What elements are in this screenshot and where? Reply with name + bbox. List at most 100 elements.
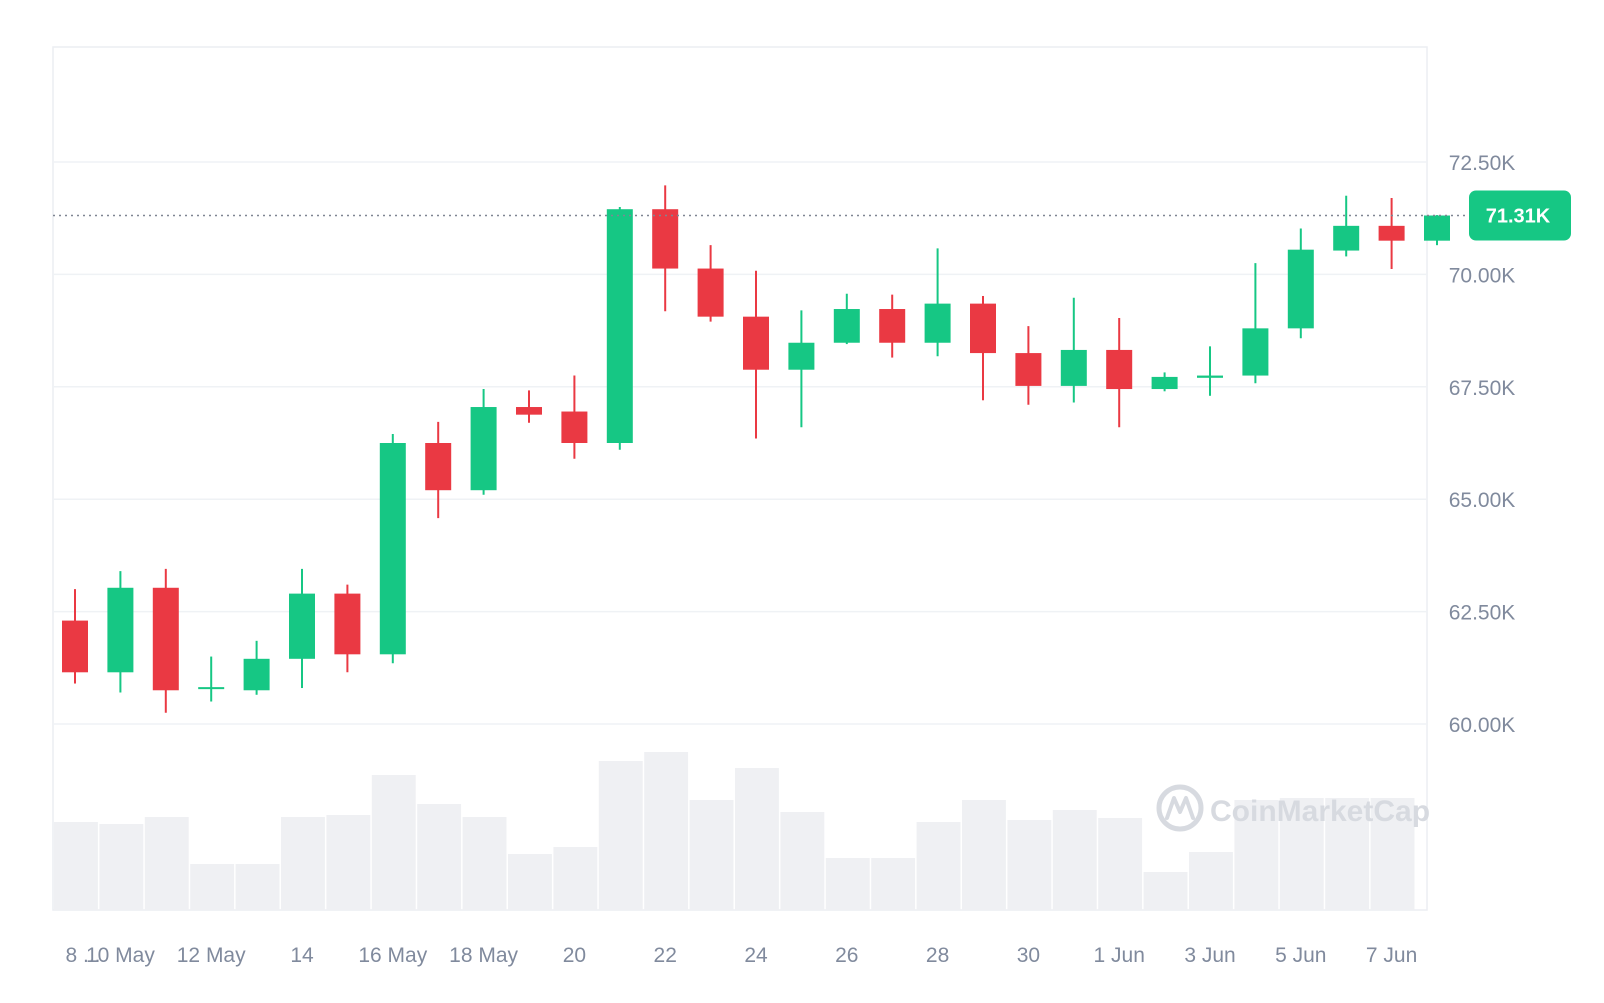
x-tick-label: 7 Jun (1366, 944, 1417, 967)
plot-background (52, 46, 1428, 911)
volume-bars (54, 752, 1415, 910)
x-tick-label: 10 May (86, 944, 155, 967)
volume-bar (871, 858, 916, 910)
y-axis: 60.00K 62.50K 65.00K 67.50K 70.00K 72.50K (1449, 152, 1516, 737)
candle (62, 589, 88, 684)
candle-body (1242, 328, 1269, 376)
candle-body (379, 443, 406, 655)
y-tick-label: 72.50K (1449, 152, 1516, 175)
candle (425, 421, 452, 519)
candle (1060, 297, 1087, 403)
volume-bar (1279, 798, 1324, 910)
volume-bar (54, 822, 98, 910)
candle-body (1333, 225, 1360, 251)
candle-body (1197, 375, 1223, 378)
volume-bar (962, 800, 1006, 910)
volume-bar (1234, 800, 1279, 910)
x-tick-label: 12 May (177, 944, 246, 967)
current-price-badge[interactable]: 71.31K (1469, 190, 1571, 241)
x-tick-label: 1 Jun (1094, 944, 1145, 967)
x-tick-label: 26 (835, 944, 858, 967)
x-tick-label: 22 (654, 944, 677, 967)
volume-bar (1052, 810, 1097, 910)
candle (1333, 195, 1360, 257)
candle (1378, 197, 1405, 270)
candle-body (334, 593, 361, 655)
candle-body (289, 593, 315, 659)
plot-frame (52, 46, 1428, 911)
candle (243, 640, 270, 695)
candle-body (470, 407, 497, 491)
volume-bar (1143, 872, 1188, 910)
candle-body (425, 443, 452, 491)
candle-body (198, 687, 225, 690)
watermark-text: CoinMarketCap (1210, 795, 1430, 828)
candle-body (1060, 349, 1087, 386)
candle-body (743, 316, 769, 370)
candle (697, 245, 724, 322)
y-tick-label: 60.00K (1449, 714, 1516, 737)
candle (606, 206, 633, 450)
volume-bar (1370, 798, 1415, 910)
candle (334, 584, 361, 673)
candlesticks (62, 185, 1450, 713)
candle (788, 310, 815, 428)
candle (470, 389, 497, 495)
candle (379, 434, 406, 664)
volume-bar (281, 817, 325, 910)
candle-body (1378, 225, 1405, 241)
volume-bar (190, 864, 235, 910)
current-price-label: 71.31K (1486, 206, 1551, 228)
x-tick-label: 18 May (449, 944, 518, 967)
candle-body (879, 309, 906, 343)
candle (152, 568, 179, 713)
candle (879, 294, 906, 358)
volume-bar (1007, 820, 1052, 910)
candle-body (1424, 215, 1450, 241)
candle-body (606, 209, 633, 443)
volume-bar (99, 824, 144, 910)
candle (652, 185, 679, 312)
candle (107, 571, 134, 693)
volume-bar (462, 817, 507, 910)
y-tick-label: 62.50K (1449, 602, 1516, 625)
x-tick-label: 28 (926, 944, 949, 967)
volume-bar (144, 817, 189, 910)
volume-bar (553, 847, 598, 910)
candle-body (833, 309, 860, 343)
volume-bar (326, 815, 371, 910)
y-tick-label: 65.00K (1449, 489, 1516, 512)
volume-bar (1325, 798, 1370, 910)
x-tick-label: 16 May (358, 944, 427, 967)
grid-lines (53, 161, 1427, 725)
candle (743, 270, 769, 439)
volume-bar (825, 858, 870, 910)
candle (561, 375, 588, 459)
candle-body (1015, 353, 1042, 386)
volume-bar (689, 800, 734, 910)
candle (833, 293, 860, 345)
x-tick-label: 20 (563, 944, 586, 967)
volume-bar (235, 864, 280, 910)
volume-bar (371, 775, 416, 910)
coinmarketcap-logo-icon (1156, 784, 1204, 832)
candle-body (1106, 349, 1133, 390)
volume-bar (1098, 818, 1143, 910)
candle (1106, 318, 1133, 428)
volume-bar (780, 812, 825, 910)
x-tick-label: 5 Jun (1275, 944, 1326, 967)
candle-body (970, 303, 996, 354)
candle-body (788, 342, 815, 370)
x-tick-label: 8 ... (65, 944, 100, 967)
candle-body (561, 411, 588, 443)
x-axis: 8 ...10 May 12 May 14 16 May 18 May 20 22 24 26 2… (65, 944, 1417, 967)
candle-body (924, 303, 951, 343)
candle-body (697, 268, 724, 317)
candle-body (516, 407, 542, 415)
y-tick-label: 70.00K (1449, 264, 1516, 287)
candle (1151, 372, 1178, 392)
candle-body (243, 658, 270, 691)
x-tick-label: 24 (744, 944, 768, 967)
